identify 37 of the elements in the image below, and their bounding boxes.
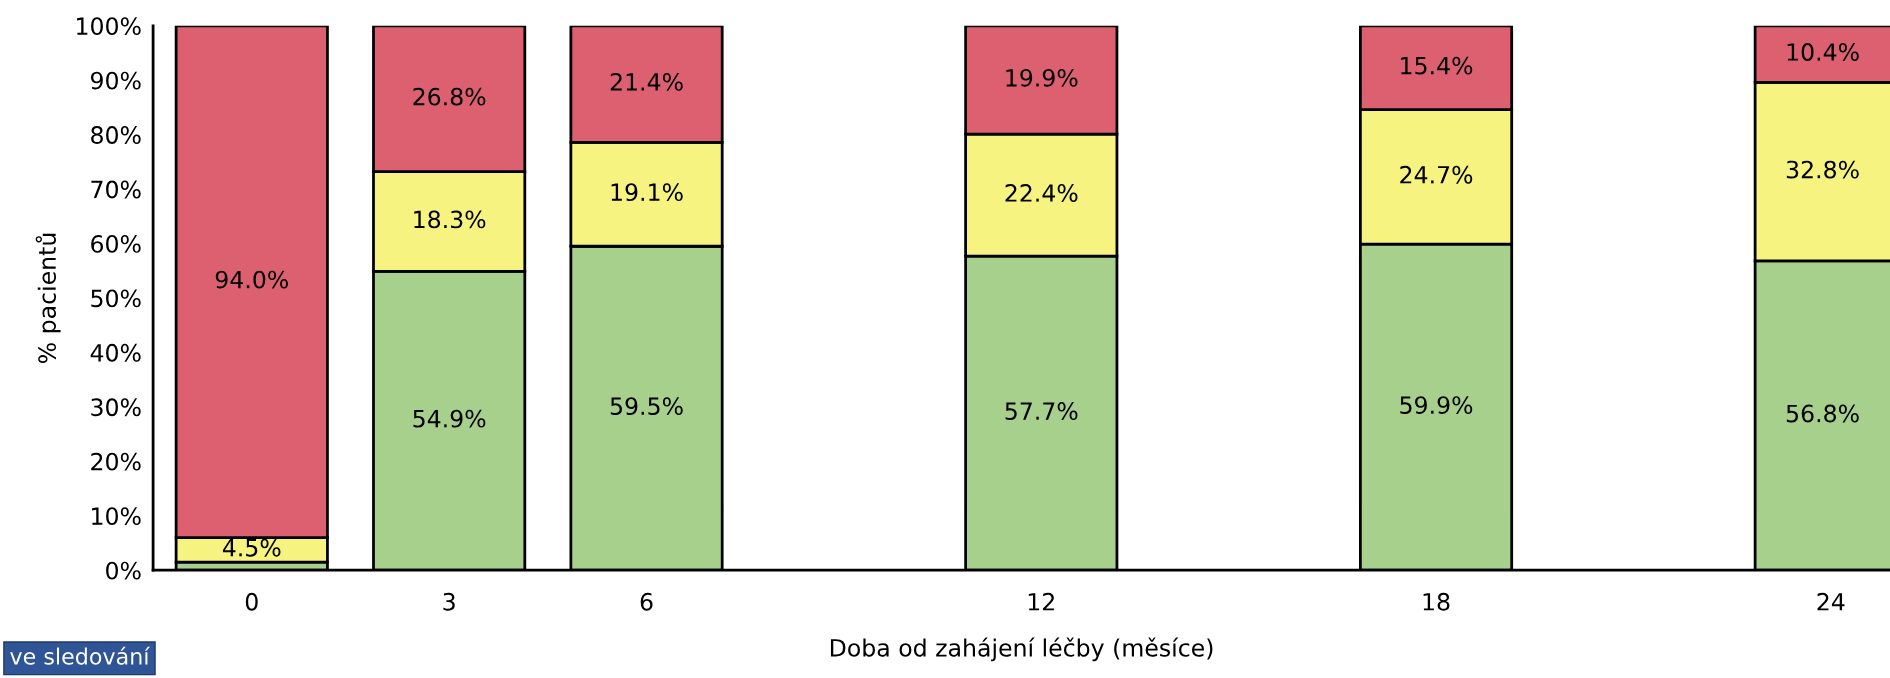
y-tick-label: 90% [90,71,141,90]
data-label: 32.8% [1786,160,1859,179]
y-tick-label: 80% [91,126,141,144]
x-tick-label: 3 [443,592,455,611]
data-label: 54.9% [413,409,486,428]
y-tick-label: 60% [91,234,141,253]
data-label: 19.9% [1006,68,1078,87]
data-label: 94.0% [215,270,288,289]
y-tick-label: 40% [90,343,141,362]
y-tick-label: 0% [106,561,141,580]
y-tick-label: 30% [91,398,141,417]
data-label: 10.4% [1787,43,1859,61]
x-tick-label: 0 [245,592,258,611]
y-axis-title: % pacientů [35,233,61,363]
data-label: 59.9% [1400,396,1473,414]
data-label: 4.5% [222,538,281,557]
x-tick-label: 12 [1028,592,1054,611]
data-label: 24.7% [1400,165,1473,184]
data-label: 19.1% [611,183,683,202]
data-label: 56.8% [1786,404,1859,423]
data-label: 59.5% [610,397,683,416]
x-tick-label: 18 [1423,592,1450,611]
x-tick-label: 24 [1817,592,1845,611]
y-tick-label: 50% [91,289,141,308]
y-tick-label: 100% [77,17,141,36]
data-label: 21.4% [610,73,683,91]
data-label: 26.8% [413,87,486,106]
x-tick-label: 6 [640,592,653,611]
y-tick-label: 10% [92,507,141,526]
x-axis-title: Doba od zahájení léčby (měsíce) [830,637,1213,662]
text: ve sledování [10,646,151,665]
data-label: 15.4% [1401,56,1473,75]
y-tick-label: 20% [91,452,141,471]
data-label: 18.3% [414,210,486,229]
data-label: 22.4% [1005,184,1078,202]
data-label: 57.7% [1005,402,1078,420]
y-tick-label: 70% [91,180,141,199]
